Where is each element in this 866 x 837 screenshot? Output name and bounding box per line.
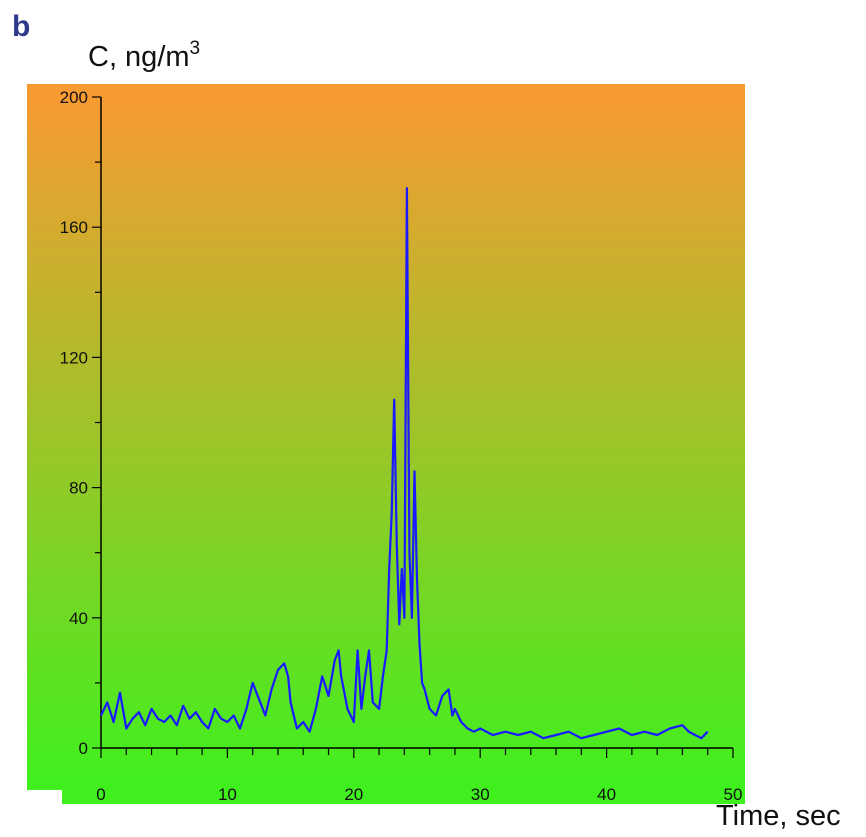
series-line	[100, 187, 709, 740]
y-tick-label: 80	[69, 479, 88, 498]
x-tick-label: 40	[597, 785, 616, 804]
plot-background-lower	[62, 786, 745, 804]
y-axis-label-superscript: 3	[189, 38, 201, 59]
x-tick-label: 10	[218, 785, 237, 804]
plot-background-upper	[27, 84, 745, 790]
x-tick-label: 50	[724, 785, 743, 804]
x-tick-label: 30	[471, 785, 490, 804]
y-tick-label: 0	[79, 739, 88, 758]
y-axis-label-text: C, ng/m	[88, 41, 190, 73]
tick-labels: 0 40 80 120 160 200 0 10 20 30 40 50	[60, 88, 743, 804]
y-axis-label: C, ng/m3	[88, 38, 200, 74]
ticks	[92, 96, 734, 758]
y-tick-label: 200	[60, 88, 88, 107]
panel-label: b	[12, 10, 31, 43]
y-tick-label: 40	[69, 609, 88, 628]
x-tick-label: 0	[96, 785, 105, 804]
x-tick-label: 20	[344, 785, 363, 804]
x-axis-label: Time, sec	[716, 800, 841, 832]
y-tick-label: 120	[60, 348, 88, 367]
y-tick-label: 160	[60, 218, 88, 237]
